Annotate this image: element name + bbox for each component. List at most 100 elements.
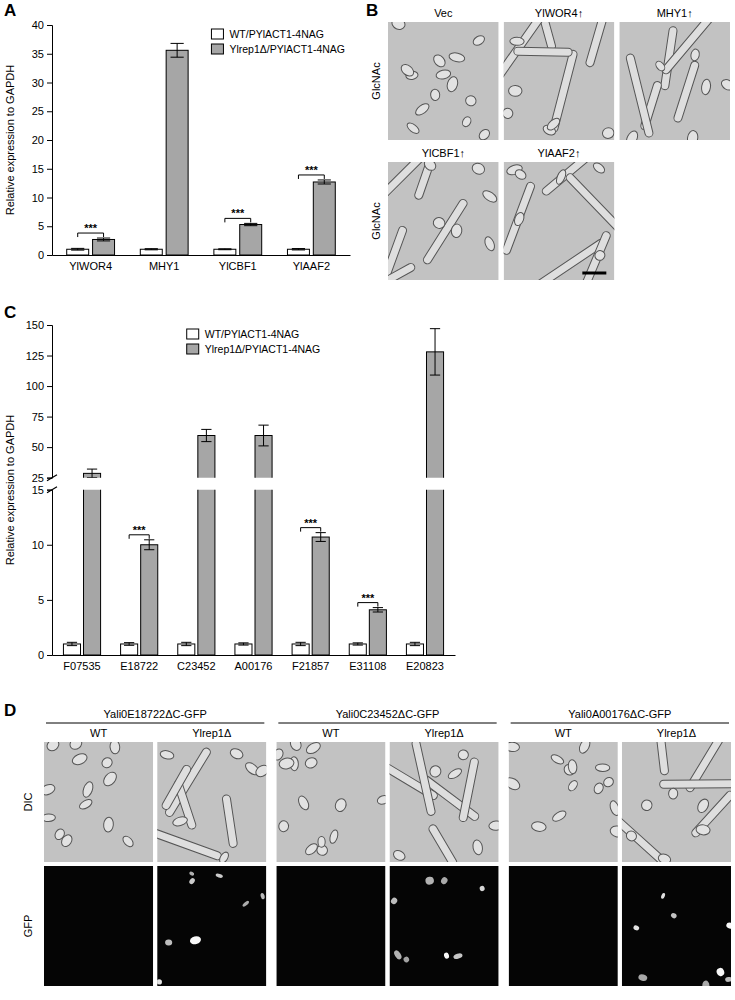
micrograph-background xyxy=(390,866,499,986)
cell-shape xyxy=(531,821,547,833)
tick: 15 xyxy=(32,484,52,496)
tick: 0 xyxy=(38,649,52,661)
cell-shape xyxy=(422,198,469,265)
plot-area xyxy=(84,329,444,478)
cell-shape xyxy=(695,824,710,836)
cell-shape xyxy=(399,62,416,78)
tick: 15 xyxy=(32,163,52,175)
micrograph xyxy=(390,866,499,986)
y-axis-title: Relative expression to GAPDH xyxy=(4,415,16,565)
bar xyxy=(255,490,272,655)
tick: C23452 xyxy=(177,655,216,672)
cell-shape xyxy=(121,834,135,848)
tick-label: YlAAF2 xyxy=(293,260,330,272)
tick: 125 xyxy=(26,350,52,362)
cell-shape xyxy=(690,790,731,839)
cell-shape xyxy=(504,181,536,255)
bar xyxy=(426,490,443,655)
cell-shape xyxy=(625,53,653,138)
fluorescent-spot xyxy=(725,977,731,983)
cell-shape xyxy=(690,48,701,61)
axis-line xyxy=(47,326,53,479)
cell-shape xyxy=(172,815,189,827)
fluorescent-spot xyxy=(479,885,485,892)
legend-entry: WT/PYlACT1-4NAG xyxy=(187,328,300,340)
cell-shape xyxy=(568,759,578,774)
cell-shape xyxy=(660,779,731,788)
tick-label: 10 xyxy=(32,539,44,551)
panel-letter: C xyxy=(4,303,16,322)
micrograph-background xyxy=(622,866,731,986)
cell-shape xyxy=(577,742,592,755)
tick: 10 xyxy=(32,539,52,551)
bar xyxy=(140,249,162,255)
tick-label: 50 xyxy=(32,441,44,453)
strain-label: Ylrep1Δ xyxy=(657,727,697,739)
error-bar xyxy=(87,469,97,478)
bar xyxy=(141,545,158,655)
micrograph-background xyxy=(509,742,618,862)
tick-mark xyxy=(47,545,52,546)
tick-label: 75 xyxy=(32,411,44,423)
fluorescent-spot xyxy=(188,877,196,885)
tick-label: YlCBF1 xyxy=(219,260,257,272)
legend-entry: WT/PYlACT1-4NAG xyxy=(211,28,324,40)
legend-label: Ylrep1Δ/PYlACT1-4NAG xyxy=(205,343,321,355)
cell-shape xyxy=(296,794,310,811)
cell-shape xyxy=(593,249,607,262)
error-bar xyxy=(71,248,84,250)
micrograph xyxy=(157,742,266,862)
bar xyxy=(166,50,188,255)
fluorescent-spot xyxy=(403,956,411,964)
cell-shape xyxy=(450,223,462,238)
fluorescent-spot xyxy=(670,912,678,919)
cell-shape xyxy=(376,794,385,806)
legend-entry: Ylrep1Δ/PYlACT1-4NAG xyxy=(211,43,345,55)
fluorescent-spot xyxy=(425,876,435,885)
x-axis: YlWOR4MHY1YlCBF1YlAAF2 xyxy=(53,255,351,272)
bar xyxy=(312,537,329,655)
cell-shape xyxy=(328,829,339,844)
cell-shape xyxy=(229,747,245,761)
tick: MHY1 xyxy=(149,255,180,272)
cell-shape xyxy=(304,842,320,857)
fluorescent-spot xyxy=(633,924,640,931)
tick: 40 xyxy=(32,19,52,31)
micrograph-background xyxy=(388,22,499,140)
significance-label: *** xyxy=(305,164,319,176)
strain-label: Ylrep1Δ xyxy=(192,727,232,739)
figure: A0510152025303540YlWOR4MHY1YlCBF1YlAAF2R… xyxy=(0,0,735,1000)
cell-shape xyxy=(601,126,614,140)
cell-shape xyxy=(471,34,486,48)
cell-shape xyxy=(657,852,672,862)
micrograph-background xyxy=(509,866,618,986)
cell-shape xyxy=(390,22,407,32)
tick-label: 10 xyxy=(32,192,44,204)
tick-label: 40 xyxy=(32,19,44,31)
fluorescent-spot xyxy=(189,871,195,877)
cell-shape xyxy=(477,127,491,140)
cell-shape xyxy=(430,89,440,101)
micrograph xyxy=(388,162,499,280)
significance-label: *** xyxy=(133,524,147,536)
cell-shape xyxy=(100,756,114,770)
tick: 25 xyxy=(32,105,52,117)
bar xyxy=(84,490,101,655)
cell-shape xyxy=(428,823,459,862)
y-axis: 051015 xyxy=(32,484,53,661)
cell-shape xyxy=(551,809,568,823)
image-title: YlCBF1↑ xyxy=(422,147,465,159)
tick: 150 xyxy=(26,319,52,331)
micrograph-background xyxy=(276,866,385,986)
cell-shape xyxy=(608,800,617,817)
axis-break-mark xyxy=(47,487,57,493)
cell-shape xyxy=(568,230,611,280)
cell-shape xyxy=(278,820,289,832)
cell-shape xyxy=(696,797,711,814)
bar xyxy=(93,239,115,255)
micrograph xyxy=(276,866,385,986)
error-bar xyxy=(97,238,110,241)
cell-shape xyxy=(432,216,446,229)
tick: A00176 xyxy=(235,655,273,672)
tick-mark xyxy=(47,25,52,26)
